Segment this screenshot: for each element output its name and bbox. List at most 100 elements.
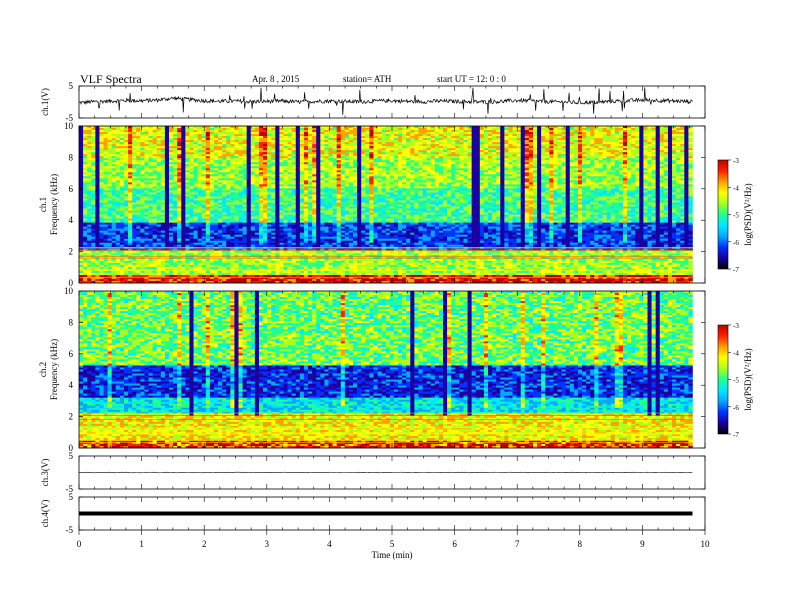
ch1-cell: [676, 152, 680, 154]
ch1-cell: [132, 148, 136, 150]
ch1-cell: [402, 172, 406, 174]
ch1-cell: [149, 184, 153, 186]
ch1-cell: [288, 154, 292, 156]
ch1-cell: [517, 158, 521, 160]
ch1-cell: [288, 150, 292, 152]
ch1-cell: [541, 160, 545, 162]
ch1-cell: [243, 158, 247, 160]
ch1-cell: [508, 168, 512, 170]
ch1-cell: [181, 192, 185, 194]
ch1-cell: [684, 152, 688, 154]
ch1-cell: [283, 162, 287, 164]
ch1-cell: [373, 134, 377, 136]
ch1-cell: [161, 182, 165, 184]
ch1-cell: [455, 156, 459, 158]
ch1-cell: [435, 186, 439, 188]
ch1-cell: [189, 164, 193, 166]
ch1-cell: [488, 162, 492, 164]
ch1-cell: [562, 144, 566, 146]
ch1-cell: [451, 134, 455, 136]
ch1-cell: [132, 184, 136, 186]
ch1-cell: [263, 146, 267, 148]
ch1-cell: [660, 182, 664, 184]
ch1-cell: [566, 152, 570, 154]
ch1-cell: [292, 166, 296, 168]
ch1-cell: [574, 156, 578, 158]
ch1-cell: [533, 162, 537, 164]
ch1-cell: [647, 132, 651, 134]
ch1-cell: [333, 152, 337, 154]
ch1-cell: [206, 176, 210, 178]
ch1-cell: [664, 156, 668, 158]
ch1-cell: [525, 148, 529, 150]
ch1-cell: [361, 130, 365, 132]
ch1-cell: [365, 140, 369, 142]
ch1-cell: [410, 164, 414, 166]
ch1-cell: [676, 180, 680, 182]
ch1-cell: [496, 168, 500, 170]
ch1-cell: [279, 142, 283, 144]
ch1-cell: [173, 130, 177, 132]
ch1-cell: [214, 140, 218, 142]
ch1-cell: [672, 146, 676, 148]
ch1-cell: [545, 180, 549, 182]
ch1-cell: [218, 142, 222, 144]
ch1-cell: [484, 152, 488, 154]
ch1-cell: [83, 180, 87, 182]
ch1-cell: [234, 146, 238, 148]
ch1-cell: [427, 176, 431, 178]
ch1-cell: [91, 138, 95, 140]
ch1-cell: [598, 180, 602, 182]
ch1-cell: [153, 136, 157, 138]
ch1-cell: [513, 152, 517, 154]
ch1-cell: [517, 136, 521, 138]
ch1-cell: [615, 188, 619, 190]
ch1-cell: [627, 130, 631, 132]
ch1-cell: [140, 178, 144, 180]
ch1-cell: [586, 160, 590, 162]
ch1-cell: [476, 176, 480, 178]
ch1-cell: [210, 146, 214, 148]
ch1-cell: [251, 180, 255, 182]
ch1-cell: [492, 162, 496, 164]
ch1-cell: [136, 160, 140, 162]
ch1-cell: [676, 130, 680, 132]
ch1-cell: [328, 136, 332, 138]
ch1-cell: [459, 150, 463, 152]
ch1-cell: [361, 186, 365, 188]
ch1-cell: [116, 164, 120, 166]
ch1-cell: [529, 164, 533, 166]
ch1-cell: [292, 178, 296, 180]
ch1-cell: [181, 160, 185, 162]
ch1-cell: [394, 146, 398, 148]
ch1-cell: [288, 186, 292, 188]
ch1-cell: [549, 170, 553, 172]
ch1-cell: [451, 132, 455, 134]
ch1-cell: [684, 150, 688, 152]
ch1-cell: [639, 168, 643, 170]
ch1-cell: [341, 166, 345, 168]
ch1-cell: [517, 174, 521, 176]
ch1-cell: [378, 182, 382, 184]
ch1-cell: [472, 174, 476, 176]
ch1-cell: [443, 164, 447, 166]
ch1-cell: [578, 186, 582, 188]
ch1-cell: [157, 154, 161, 156]
ch1-cell: [643, 162, 647, 164]
ch1-cell: [373, 158, 377, 160]
ch1-cell: [83, 148, 87, 150]
ch1-cell: [140, 158, 144, 160]
ch1-cell: [189, 134, 193, 136]
ch1-cell: [553, 154, 557, 156]
ch1-cell: [337, 166, 341, 168]
ch1-cell: [104, 170, 108, 172]
ch1-cell: [398, 128, 402, 130]
ch1-cell: [288, 190, 292, 192]
ch1-cell: [345, 146, 349, 148]
ch1-cell: [508, 152, 512, 154]
ch1-cell: [198, 186, 202, 188]
ch1-cell: [406, 160, 410, 162]
ch1-cell: [463, 150, 467, 152]
ch1-cell: [304, 156, 308, 158]
ch1-cell: [398, 148, 402, 150]
